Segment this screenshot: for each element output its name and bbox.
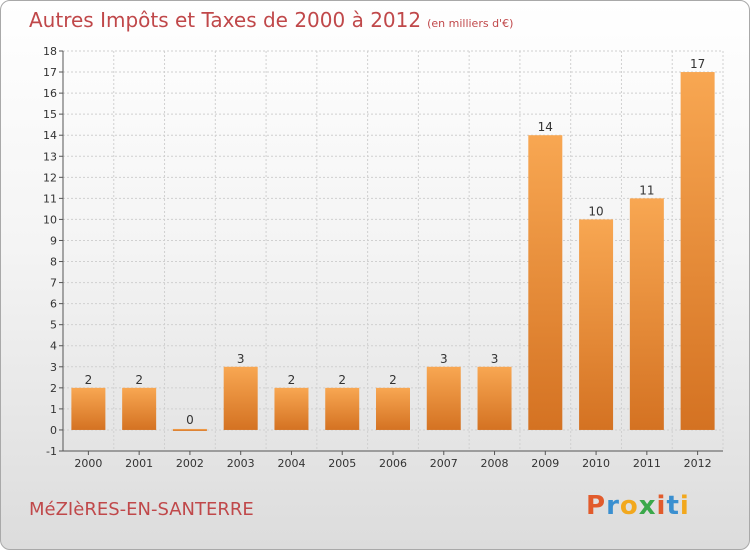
x-tick-label: 2012 <box>684 457 712 470</box>
axes <box>59 50 723 455</box>
y-tick-label: 5 <box>50 319 57 332</box>
x-tick-label: 2004 <box>277 457 305 470</box>
x-tick-label: 2008 <box>481 457 509 470</box>
y-tick-label: 0 <box>50 424 57 437</box>
y-tick-label: 15 <box>43 108 57 121</box>
bar-2007 <box>426 366 461 430</box>
bar-2005 <box>325 387 360 430</box>
logo-letter: o <box>619 491 639 521</box>
x-tick-labels: 2000 2001 2002 2003 2004 2005 2006 2007 2008 2009… <box>74 457 711 470</box>
y-tick-label: 10 <box>43 213 57 226</box>
x-tick-label: 2011 <box>633 457 661 470</box>
x-tick-label: 2005 <box>328 457 356 470</box>
y-tick-label: 4 <box>50 340 57 353</box>
y-tick-label: 13 <box>43 150 57 163</box>
x-tick-label: 2003 <box>227 457 255 470</box>
y-tick-label: 9 <box>50 234 57 247</box>
y-tick-label: 6 <box>50 298 57 311</box>
logo-letter: x <box>638 491 657 521</box>
value-label: 2 <box>338 373 346 387</box>
bar-2001 <box>122 387 157 430</box>
bar-2008 <box>477 366 512 430</box>
logo-letter: P <box>586 491 607 521</box>
x-tick-label: 2009 <box>531 457 559 470</box>
y-tick-label: 3 <box>50 361 57 374</box>
chart-title-text: Autres Impôts et Taxes de 2000 à 2012 <box>29 8 422 32</box>
y-tick-label: 17 <box>43 66 57 79</box>
commune-name: MéZIèRES-EN-SANTERRE <box>29 499 254 520</box>
value-label: 2 <box>135 373 143 387</box>
y-tick-label: 2 <box>50 382 57 395</box>
value-label: 2 <box>85 373 93 387</box>
y-tick-label: -1 <box>46 445 57 458</box>
x-tick-label: 2007 <box>430 457 458 470</box>
value-labels: 2 2 0 3 2 2 2 3 3 14 10 11 17 <box>85 57 706 427</box>
y-tick-label: 1 <box>50 403 57 416</box>
y-tick-label: 7 <box>50 277 57 290</box>
y-tick-label: 11 <box>43 192 57 205</box>
bar-2000 <box>71 387 106 430</box>
logo-letter: t <box>666 491 680 521</box>
y-tick-label: 18 <box>43 45 57 58</box>
bar-2009 <box>528 135 563 430</box>
proxiti-logo: Proxiti <box>586 491 690 521</box>
y-tick-label: 8 <box>50 256 57 269</box>
value-label: 3 <box>237 352 245 366</box>
x-tick-label: 2010 <box>582 457 610 470</box>
logo-letter: r <box>606 491 620 521</box>
logo-letter: i <box>679 491 690 521</box>
bar-2010 <box>579 219 614 430</box>
bars <box>71 72 715 431</box>
value-label: 17 <box>690 57 705 71</box>
x-tick-label: 2006 <box>379 457 407 470</box>
value-label: 11 <box>639 183 654 197</box>
logo-letter: i <box>656 491 667 521</box>
y-tick-label: 12 <box>43 171 57 184</box>
value-label: 2 <box>389 373 397 387</box>
bar-2012 <box>680 72 715 430</box>
bar-2003 <box>223 366 258 430</box>
bar-2006 <box>376 387 410 430</box>
chart-title: Autres Impôts et Taxes de 2000 à 2012 (en… <box>29 8 513 32</box>
bar-2002 <box>172 428 207 431</box>
y-tick-label: 14 <box>43 129 57 142</box>
chart-subtitle: (en milliers d'€) <box>427 17 514 30</box>
bar-2011 <box>629 198 664 430</box>
x-tick-label: 2000 <box>74 457 102 470</box>
value-label: 0 <box>186 413 194 427</box>
y-tick-label: 16 <box>43 87 57 100</box>
value-label: 14 <box>538 120 553 134</box>
value-label: 3 <box>440 352 448 366</box>
value-label: 2 <box>288 373 296 387</box>
bar-2004 <box>274 387 309 430</box>
value-label: 10 <box>588 204 603 218</box>
x-tick-label: 2002 <box>176 457 204 470</box>
x-tick-label: 2001 <box>125 457 153 470</box>
value-label: 3 <box>491 352 499 366</box>
